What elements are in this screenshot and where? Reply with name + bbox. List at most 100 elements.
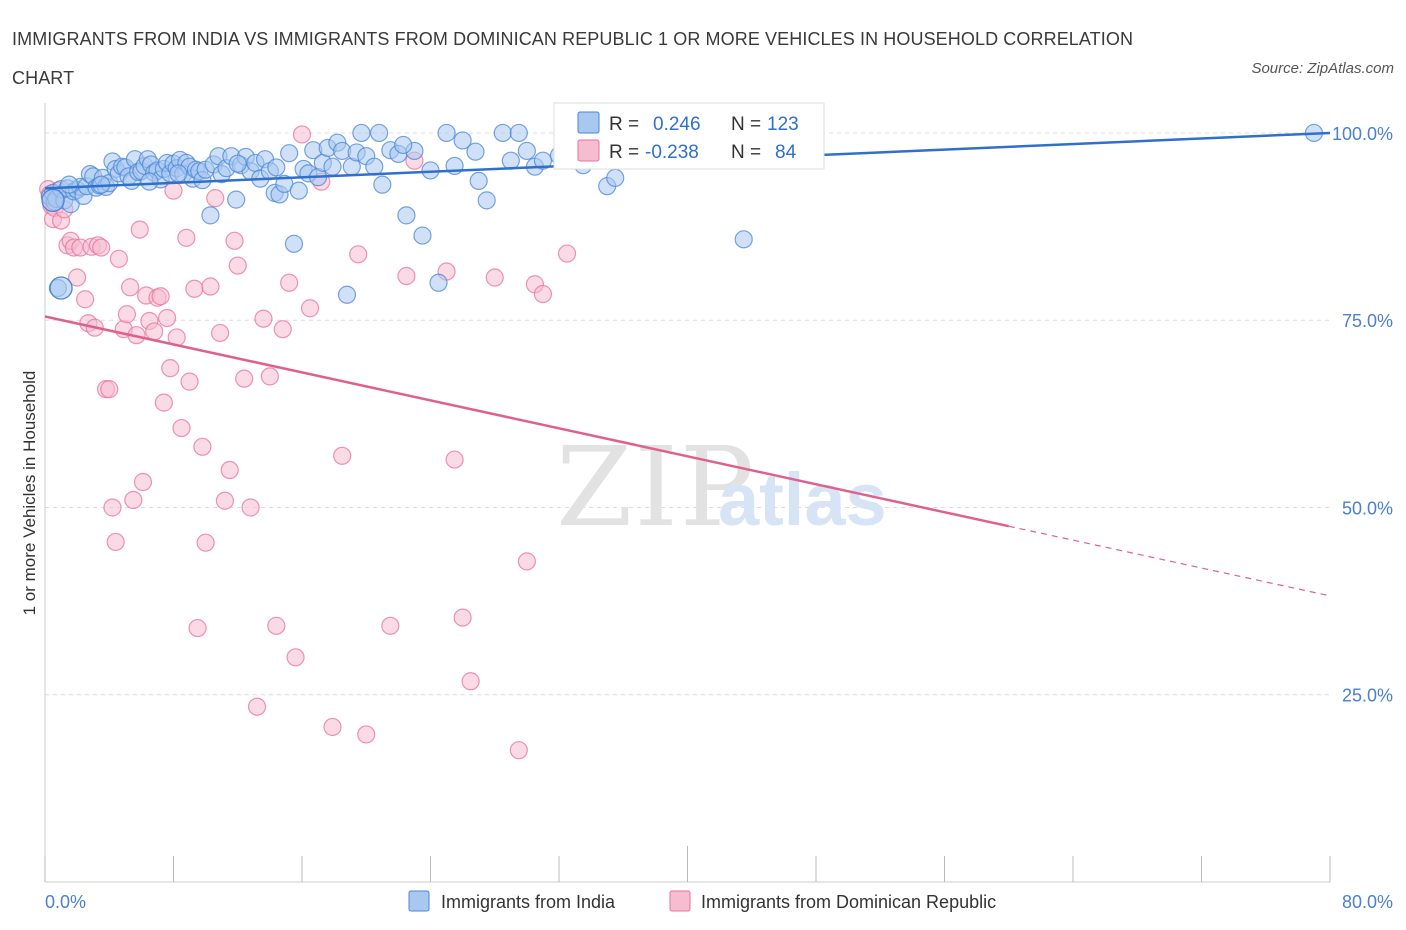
dominican-point: [68, 268, 87, 287]
dominican-point: [210, 323, 230, 343]
watermark: ZIP atlas: [556, 423, 887, 551]
dominican-point: [215, 491, 234, 510]
legend-label-india: Immigrants from India: [441, 892, 616, 912]
dominican-point: [333, 446, 352, 465]
india-point: [201, 206, 220, 225]
dominican-point: [196, 533, 215, 552]
india-point: [437, 123, 456, 143]
dominican-point: [300, 299, 320, 318]
india-point: [453, 131, 472, 150]
india-point: [413, 226, 432, 245]
dominican-point: [206, 189, 225, 208]
source-label: Source: ZipAtlas.com: [1251, 60, 1394, 77]
india-point: [509, 123, 528, 143]
y-tick-label-25: 25.0%: [1342, 686, 1393, 706]
y-tick-label-75: 75.0%: [1342, 311, 1393, 331]
dominican-point: [509, 741, 528, 760]
dominican-point: [453, 608, 472, 627]
india-point: [59, 175, 79, 194]
dominican-point: [180, 372, 199, 391]
dominican-point: [117, 305, 137, 324]
dominican-point: [133, 472, 153, 492]
dominican-point: [172, 418, 191, 438]
legend-swatch-dominican: [669, 890, 691, 912]
india-point: [477, 191, 496, 210]
india-point: [169, 164, 188, 183]
india-point: [41, 188, 65, 213]
chart-title: IMMIGRANTS FROM INDIA VS IMMIGRANTS FROM…: [12, 29, 1134, 88]
india-point: [323, 157, 342, 176]
legend-swatch-india: [408, 890, 430, 912]
dominican-point: [286, 648, 305, 667]
dominican-point: [188, 618, 207, 638]
dominican-point: [280, 273, 299, 292]
india-point: [289, 181, 308, 200]
india-point: [517, 141, 536, 161]
dominican-point: [557, 244, 577, 263]
dominican-point: [517, 552, 536, 571]
india-point: [493, 123, 512, 143]
india-point: [469, 171, 488, 190]
dominican-point: [151, 287, 170, 306]
dominican-point: [260, 367, 279, 386]
india-point: [501, 151, 520, 170]
india-point: [533, 151, 553, 170]
india-point: [337, 285, 357, 304]
dominican-point: [121, 278, 140, 297]
stats-india-r-label: R =: [609, 114, 639, 135]
legend: Immigrants from India Immigrants from Do…: [408, 890, 996, 912]
india-point: [734, 230, 753, 249]
dominican-point: [349, 245, 368, 264]
dominican-point: [225, 231, 244, 250]
dominican-point: [533, 284, 553, 304]
dominican-point: [154, 393, 173, 412]
stats-swatch-india: [577, 111, 600, 134]
dominican-point: [161, 359, 180, 378]
dominican-point: [273, 320, 292, 339]
dominican-point: [185, 279, 204, 298]
y-tick-label-100: 100.0%: [1332, 124, 1393, 144]
dominican-point: [130, 220, 149, 239]
stats-dominican-n-value: 84: [775, 142, 797, 163]
dominican-point: [267, 616, 286, 635]
stats-india-n-label: N =: [731, 114, 761, 135]
dominican-point: [106, 532, 125, 552]
dominican-point: [292, 125, 312, 144]
dominican-point: [76, 290, 95, 309]
dominican-point: [241, 498, 260, 517]
dominican-point: [397, 266, 416, 286]
dominican-points: [39, 125, 577, 760]
dominican-point: [109, 249, 128, 268]
dominican-trend-line: [44, 315, 1010, 528]
dominican-point: [193, 437, 212, 456]
india-point: [466, 142, 485, 161]
dominican-point: [461, 672, 480, 691]
stats-dominican-r-label: R =: [609, 142, 639, 163]
india-point: [228, 154, 247, 173]
y-tick-labels: 25.0% 50.0% 75.0% 100.0%: [1332, 124, 1393, 706]
stats-box: R = 0.246 N = 123 R = -0.238 N = 84: [553, 102, 825, 170]
legend-label-dominican: Immigrants from Dominican Republic: [701, 892, 996, 912]
india-point: [429, 273, 448, 292]
dominican-point: [177, 228, 196, 247]
x-tick-label-start: 0.0%: [45, 892, 86, 912]
watermark-atlas: atlas: [718, 458, 887, 541]
x-tick-labels: 0.0% 80.0%: [45, 892, 1393, 912]
dominican-point: [235, 369, 254, 388]
dominican-point: [220, 460, 239, 480]
y-tick-label-50: 50.0%: [1342, 498, 1393, 518]
axes: [44, 103, 1331, 883]
dominican-point: [381, 616, 400, 635]
stats-dominican-n-label: N =: [731, 142, 761, 163]
grid-lines: [45, 132, 1330, 696]
stats-dominican-r-value: -0.238: [645, 142, 699, 163]
dominican-point: [124, 490, 143, 510]
india-point: [280, 144, 299, 163]
stats-india-r-value: 0.246: [653, 114, 701, 135]
dominican-point: [445, 450, 464, 469]
dominican-point: [100, 380, 119, 399]
india-point: [373, 175, 392, 194]
india-point: [267, 158, 286, 177]
dominican-point: [201, 277, 220, 296]
